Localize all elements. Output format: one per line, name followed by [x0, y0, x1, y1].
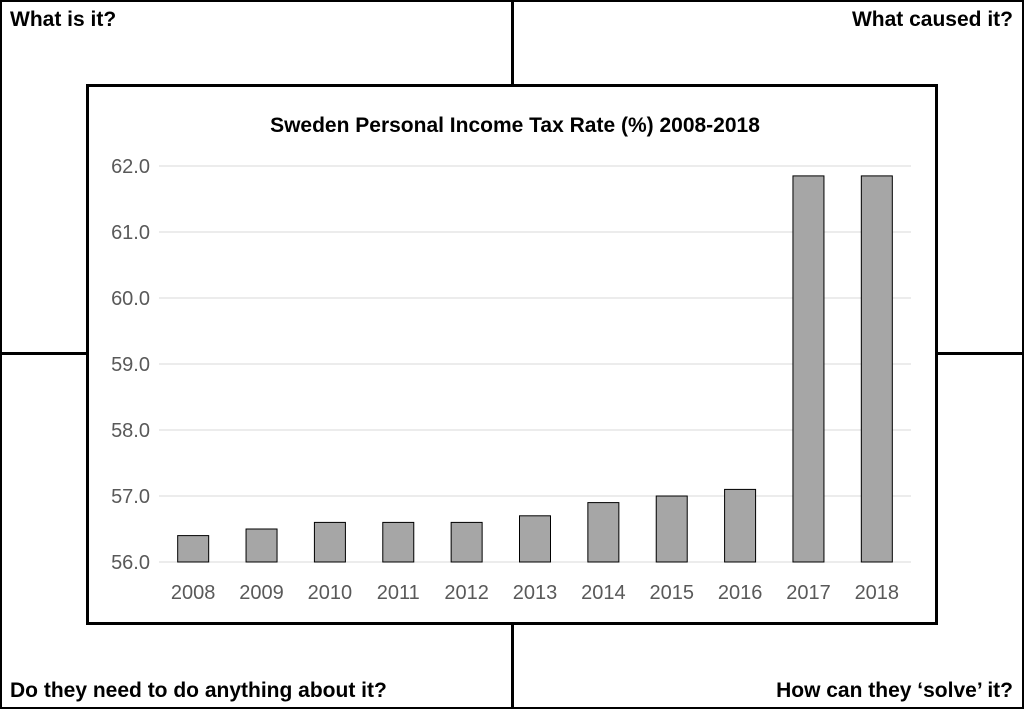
bar-2018 — [860, 175, 893, 563]
x-tick-label: 2009 — [239, 582, 284, 604]
x-tick-label: 2018 — [855, 582, 900, 604]
x-tick-label: 2012 — [444, 582, 489, 604]
y-tick-label: 60.0 — [111, 288, 150, 310]
y-tick-label: 62.0 — [111, 156, 150, 178]
x-tick-label: 2017 — [786, 582, 831, 604]
bar-2008 — [177, 535, 210, 563]
x-tick-label: 2015 — [649, 582, 694, 604]
quadrant-label-need-to-act: Do they need to do anything about it? — [10, 679, 387, 702]
vertical-divider-top — [511, 0, 514, 84]
chart-container: Sweden Personal Income Tax Rate (%) 2008… — [86, 84, 938, 625]
quadrant-label-how-to-solve: How can they ‘solve’ it? — [776, 679, 1013, 702]
quadrant-label-what-is-it: What is it? — [10, 8, 117, 31]
quadrant-label-what-caused-it: What caused it? — [851, 8, 1013, 31]
vertical-divider-bottom — [511, 625, 514, 709]
x-axis-ticks: 2008 2009 2010 2011 2012 2013 2014 2015 2016 2017… — [171, 582, 899, 604]
bars — [177, 175, 893, 563]
y-tick-label: 61.0 — [111, 222, 150, 244]
y-axis-ticks: 56.0 57.0 58.0 59.0 60.0 61.0 62.0 — [111, 156, 150, 574]
bar-2012 — [450, 521, 483, 563]
bar-chart: Sweden Personal Income Tax Rate (%) 2008… — [111, 114, 911, 604]
y-tick-label: 57.0 — [111, 486, 150, 508]
x-tick-label: 2013 — [513, 582, 558, 604]
horizontal-divider-right — [938, 352, 1024, 355]
bar-2011 — [382, 521, 415, 563]
bar-2009 — [245, 528, 278, 563]
y-tick-label: 56.0 — [111, 552, 150, 574]
x-tick-label: 2014 — [581, 582, 626, 604]
x-tick-label: 2008 — [171, 582, 216, 604]
bar-2017 — [792, 175, 825, 563]
bar-2015 — [655, 495, 688, 563]
x-tick-label: 2010 — [308, 582, 353, 604]
y-tick-label: 58.0 — [111, 420, 150, 442]
x-tick-label: 2011 — [377, 582, 420, 604]
bar-2014 — [587, 502, 620, 563]
bar-2010 — [313, 521, 346, 563]
y-tick-label: 59.0 — [111, 354, 150, 376]
bar-2013 — [519, 515, 551, 563]
x-tick-label: 2016 — [718, 582, 763, 604]
chart-title: Sweden Personal Income Tax Rate (%) 2008… — [270, 114, 760, 137]
bar-2016 — [724, 488, 757, 563]
horizontal-divider-left — [0, 352, 86, 355]
